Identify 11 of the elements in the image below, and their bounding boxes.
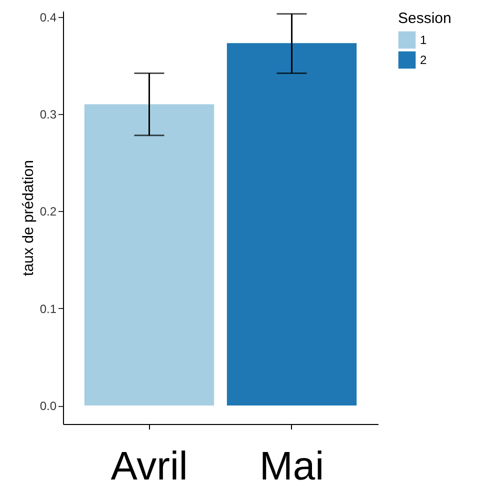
y-tick-label: 0.3 <box>40 108 57 122</box>
y-tick-label: 0.0 <box>40 399 57 414</box>
y-tick-label: 0.2 <box>40 204 57 219</box>
legend-title: Session <box>398 10 452 27</box>
legend-label: 2 <box>420 53 427 67</box>
x-tick-label: Mai <box>260 444 324 488</box>
x-tick-label: Avril <box>110 444 188 488</box>
y-axis-title: taux de prédation <box>20 160 37 276</box>
y-tick-label: 0.4 <box>40 10 57 24</box>
legend-label: 1 <box>420 33 427 47</box>
y-tick-label: 0.1 <box>40 302 57 316</box>
